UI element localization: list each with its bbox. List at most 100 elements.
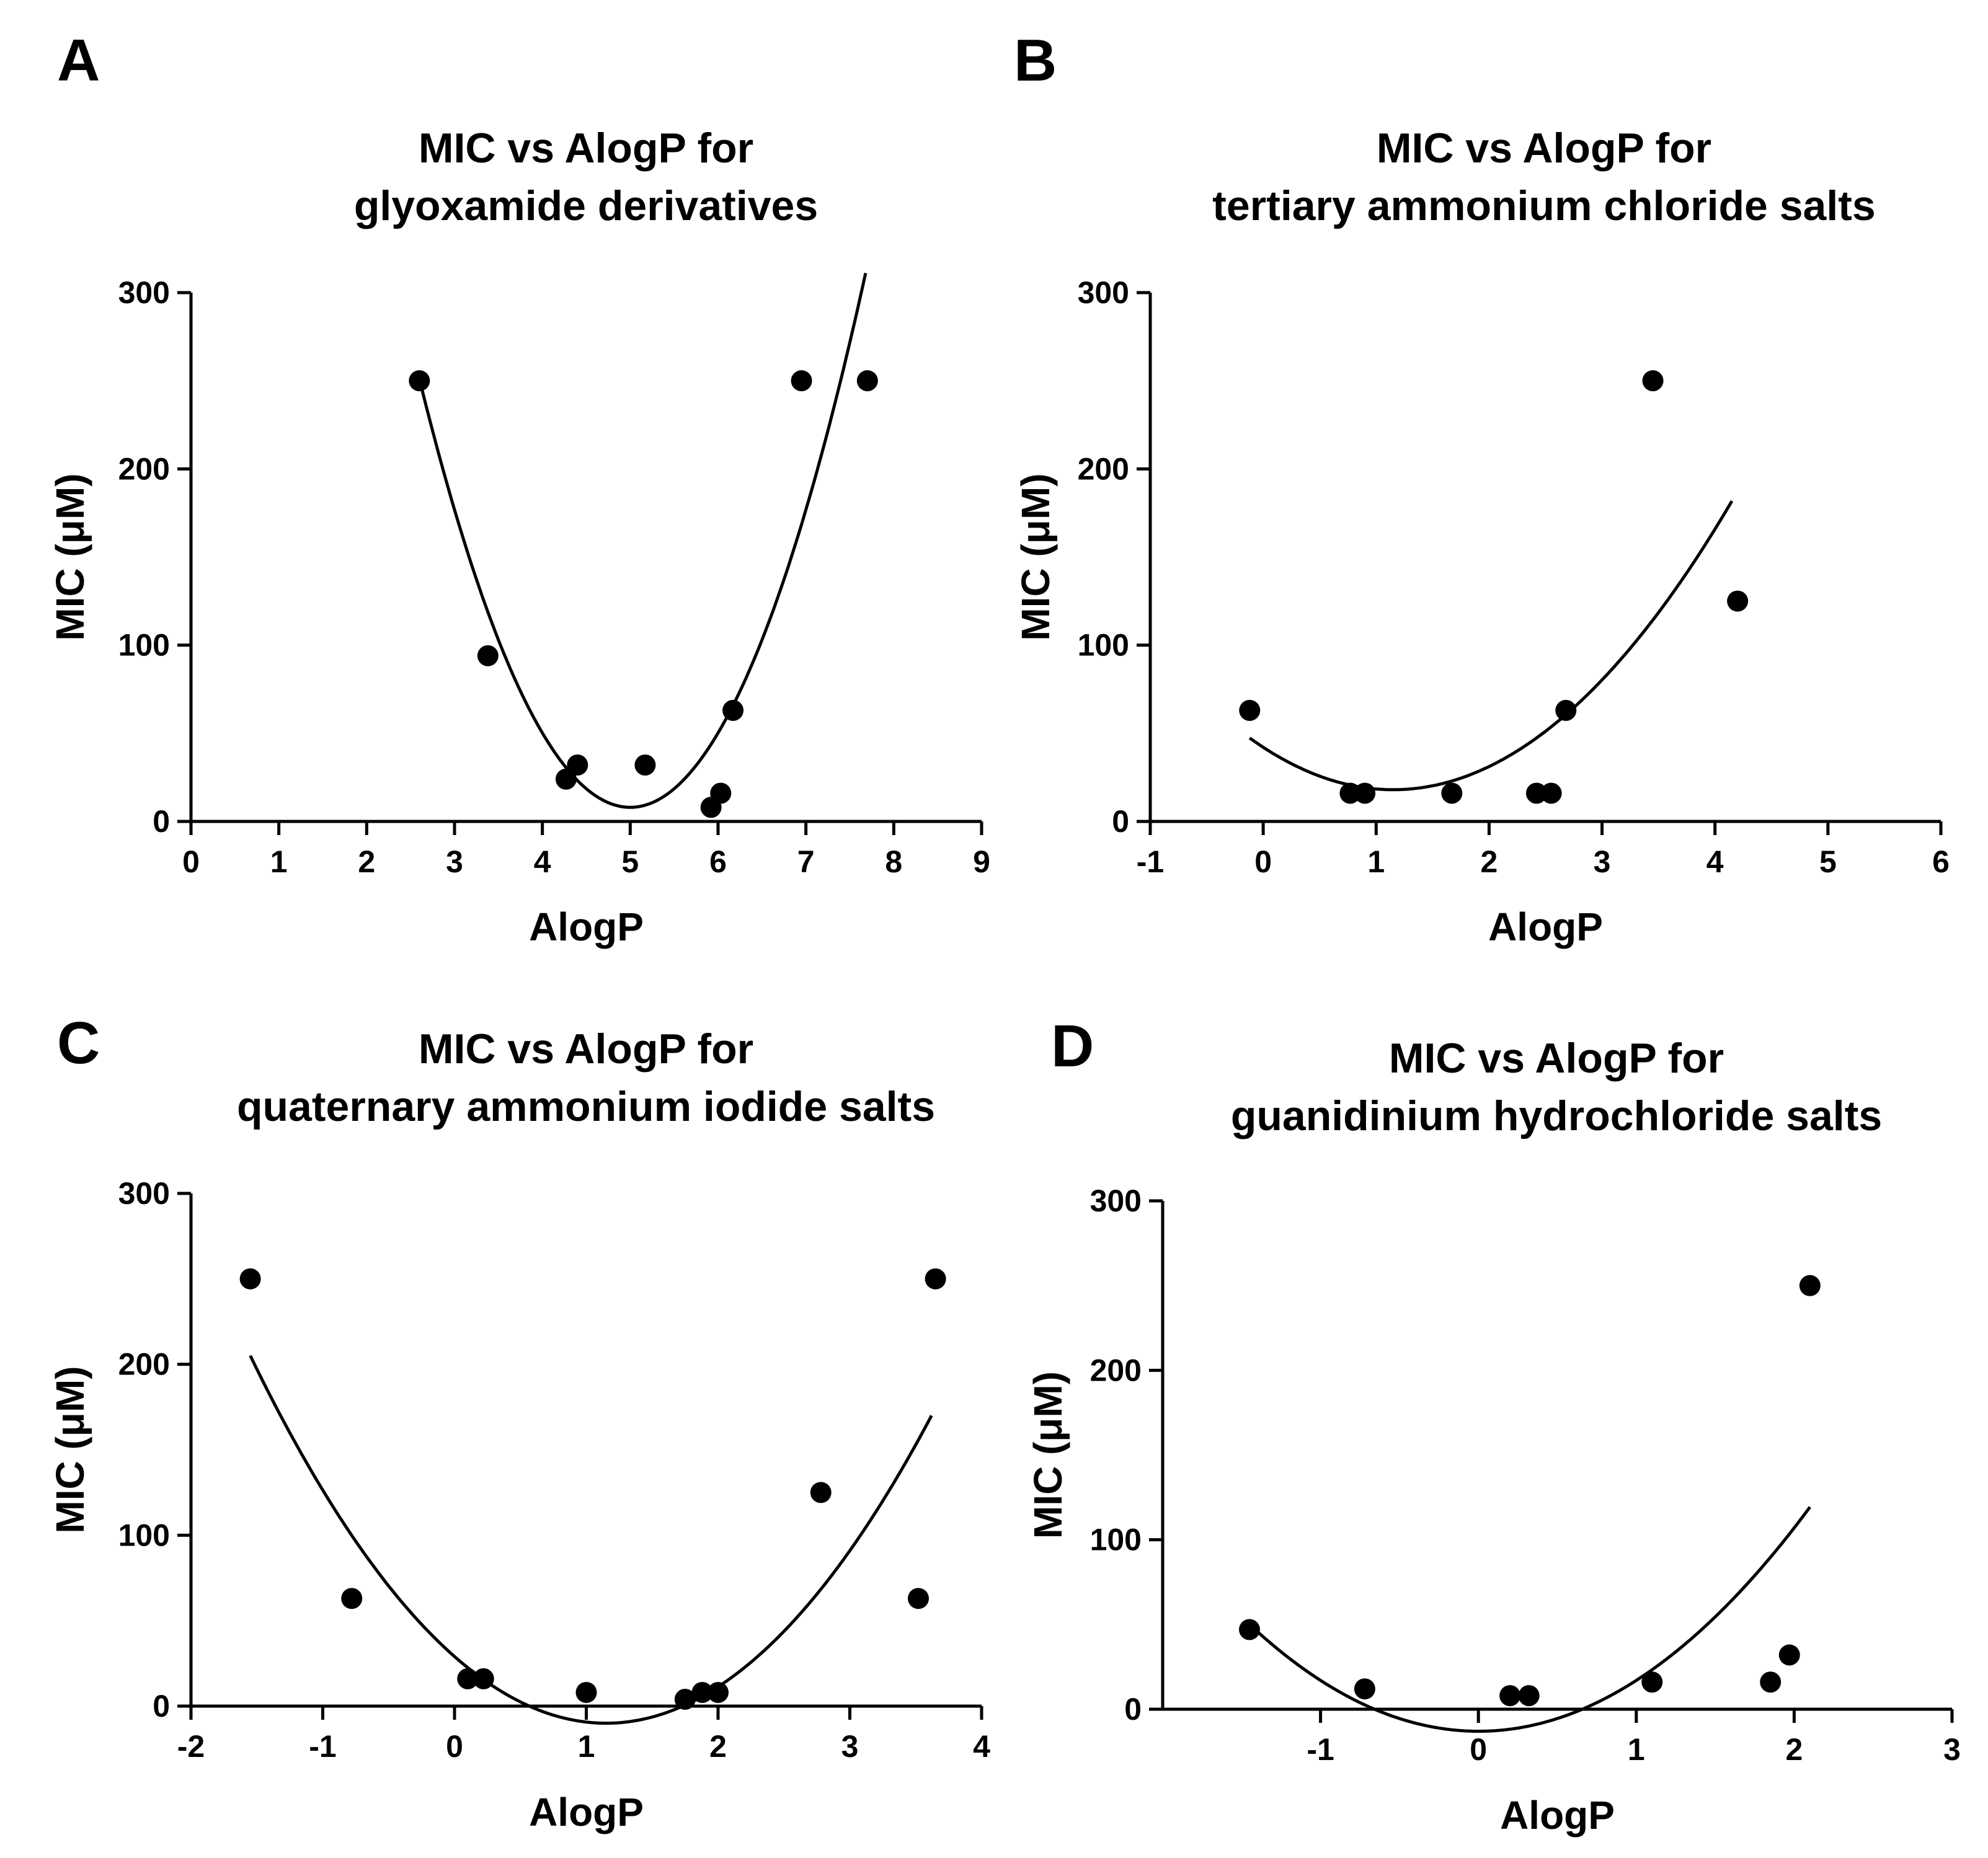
data-point [473,1668,494,1689]
data-point [1727,590,1749,612]
x-tick-label: 3 [841,1729,859,1764]
data-point [1441,782,1463,804]
data-point [1239,1619,1261,1640]
x-tick-label: 4 [973,1729,990,1764]
x-tick-label: 3 [1594,844,1611,879]
x-axis-label: AlogP [529,1790,644,1834]
x-tick-label: 8 [885,844,902,879]
fit-curve [1248,500,1734,792]
data-point [1778,1644,1800,1666]
x-tick-label: 2 [358,844,375,879]
x-tick-label: 2 [709,1729,727,1764]
y-tick-label: 300 [1078,275,1129,310]
y-axis-label: MIC (μM) [1013,473,1058,640]
x-tick-label: 1 [1367,844,1385,879]
panel-letter: C [57,1010,100,1076]
data-point [239,1268,261,1290]
x-axis-label: AlogP [1488,905,1603,949]
x-tick-label: 0 [1254,844,1272,879]
chart-panel-d: D MIC vs AlogP for guanidinium hydrochlori… [1026,1013,1961,1838]
panel-letter: D [1051,1013,1094,1079]
data-point [1354,782,1376,804]
y-tick-label: 100 [1090,1523,1142,1557]
x-tick-label: 1 [270,844,288,879]
data-point [810,1482,832,1503]
y-tick-label: 100 [118,628,170,663]
chart-title-line: MIC vs AlogP for [1377,125,1711,172]
x-tick-label: 3 [1943,1732,1961,1767]
chart-title-line: quaternary ammonium iodide salts [237,1083,935,1130]
y-tick-label: 100 [118,1518,170,1552]
x-tick-label: 3 [446,844,463,879]
data-point [575,1681,597,1703]
x-tick-label: 6 [1932,844,1950,879]
x-tick-label: 2 [1785,1732,1803,1767]
chart-title-line: tertiary ammonium chloride salts [1212,182,1875,229]
x-tick-label: 0 [1470,1732,1487,1767]
y-tick-label: 200 [118,451,170,486]
chart-title-line: MIC vs AlogP for [419,125,753,172]
x-tick-label: 5 [1819,844,1837,879]
y-tick-label: 200 [1078,451,1129,486]
x-tick-label: 5 [621,844,639,879]
data-point [341,1588,363,1609]
x-tick-label: 7 [797,844,815,879]
data-point [1642,370,1664,392]
data-point [457,1668,479,1689]
data-point [708,1681,729,1703]
data-point [1641,1671,1663,1693]
y-tick-label: 300 [118,1176,170,1211]
panel-letter: B [1014,27,1057,94]
data-point [856,370,878,392]
y-tick-label: 300 [1090,1183,1142,1218]
data-point [555,768,577,790]
panel-letter: A [57,27,100,94]
y-tick-label: 300 [118,275,170,310]
data-point [477,645,499,666]
x-tick-label: 9 [973,844,990,879]
y-tick-label: 200 [118,1347,170,1382]
chart-panel-b: B MIC vs AlogP for tertiary ammonium chlor… [1013,27,1950,949]
chart-panel-c: C MIC vs AlogP for quaternary ammonium iod… [48,1010,990,1834]
x-tick-label: 1 [578,1729,595,1764]
fit-curve [1248,1506,1811,1733]
data-point [567,754,588,776]
chart-title-line: guanidinium hydrochloride salts [1231,1092,1882,1139]
y-tick-label: 0 [1112,804,1129,839]
chart-panel-a: A MIC vs AlogP for glyoxamide derivatives 0… [48,27,990,949]
data-point [908,1588,929,1609]
x-tick-label: 6 [709,844,727,879]
x-tick-label: 0 [446,1729,463,1764]
x-axis-label: AlogP [1500,1793,1615,1838]
x-tick-label: -1 [309,1729,336,1764]
data-point [674,1688,696,1710]
x-tick-label: -1 [1137,844,1164,879]
data-point [691,1681,713,1703]
y-axis-label: MIC (μM) [48,1366,92,1533]
x-tick-label: -2 [177,1729,205,1764]
chart-title-line: MIC vs AlogP for [419,1025,753,1073]
y-tick-label: 0 [153,1689,170,1723]
data-point [634,754,656,776]
y-tick-label: 0 [1124,1692,1142,1727]
x-tick-label: 2 [1481,844,1498,879]
data-point [1760,1671,1782,1693]
chart-title-line: glyoxamide derivatives [354,182,818,229]
fit-curve [249,1355,933,1725]
data-point [1540,782,1562,804]
data-point [1239,699,1261,721]
data-point [791,370,812,392]
data-point [1518,1685,1540,1707]
data-point [1339,782,1361,804]
y-tick-label: 0 [153,804,170,839]
x-tick-label: -1 [1307,1732,1334,1767]
data-point [722,699,744,721]
x-tick-label: 1 [1628,1732,1645,1767]
y-tick-label: 100 [1078,628,1129,663]
y-tick-label: 200 [1090,1353,1142,1387]
y-axis-label: MIC (μM) [1026,1371,1070,1539]
data-point [1499,1685,1521,1707]
chart-title-line: MIC vs AlogP for [1389,1035,1724,1082]
data-point [409,370,430,392]
